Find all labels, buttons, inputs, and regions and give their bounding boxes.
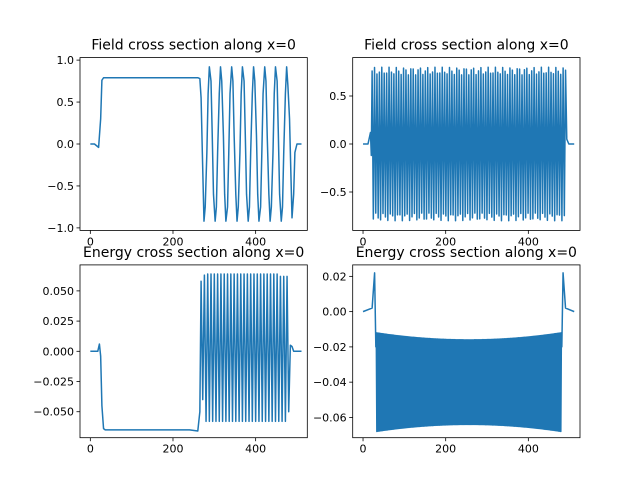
y-tick-label: 0.00	[322, 306, 347, 319]
x-tick-label: 400	[245, 443, 266, 456]
subplot-title: Energy cross section along x=0	[83, 245, 304, 261]
axes-frame	[352, 264, 581, 439]
series-line	[90, 66, 302, 222]
y-tick-label: 0.02	[322, 270, 347, 283]
x-tick-label: 200	[435, 443, 456, 456]
x-tick-label: 400	[518, 443, 539, 456]
x-tick-label: 0	[87, 443, 94, 456]
subplot-bottom-right: Energy cross section along x=0 0 200 400 −0…	[313, 245, 581, 456]
subplot-title: Field cross section along x=0	[364, 38, 569, 54]
subplot-top-left: Field cross section along x=0 0 200 400 −1.…	[47, 38, 308, 248]
y-tick-label: −0.5	[320, 186, 347, 199]
x-tick-label: 200	[435, 235, 456, 248]
y-tick-label: 0.5	[329, 90, 347, 103]
y-tick-label: 0.050	[43, 285, 75, 298]
y-tick-label: 0.0	[329, 138, 347, 151]
y-tick-label: −0.06	[313, 411, 347, 424]
axes-frame	[79, 264, 308, 439]
y-tick-label: −0.04	[313, 376, 347, 389]
x-tick-label: 400	[518, 235, 539, 248]
y-tick-label: 0.025	[43, 315, 75, 328]
series-line	[362, 272, 575, 433]
y-tick-label: −0.050	[33, 406, 74, 419]
x-tick-label: 200	[162, 443, 183, 456]
subplot-bottom-left: Energy cross section along x=0 0 200 400 −0…	[33, 245, 308, 456]
y-tick-label: −0.025	[33, 376, 74, 389]
y-tick-label: 0.0	[57, 138, 75, 151]
x-tick-label: 0	[360, 235, 367, 248]
axes-frame	[79, 57, 308, 231]
series-line	[363, 66, 575, 222]
x-tick-label: 200	[162, 235, 183, 248]
series-line	[90, 273, 302, 432]
axes-frame	[352, 57, 581, 231]
y-tick-label: 1.0	[57, 54, 75, 67]
subplot-title: Energy cross section along x=0	[356, 245, 577, 261]
y-tick-label: −1.0	[47, 222, 74, 235]
x-tick-label: 400	[245, 235, 266, 248]
y-tick-label: −0.02	[313, 341, 347, 354]
y-tick-label: 0.000	[43, 345, 75, 358]
y-tick-label: −0.5	[47, 180, 74, 193]
subplot-top-right: Field cross section along x=0 0 200 400 −0.…	[320, 38, 581, 248]
subplot-title: Field cross section along x=0	[91, 38, 296, 54]
x-tick-label: 0	[360, 443, 367, 456]
y-tick-label: 0.5	[57, 96, 75, 109]
x-tick-label: 0	[87, 235, 94, 248]
